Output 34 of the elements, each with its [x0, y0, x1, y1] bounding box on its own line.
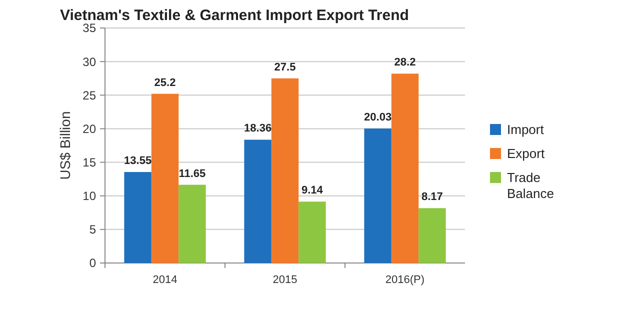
data-label: 18.36	[244, 122, 272, 135]
y-tick-label: 0	[89, 256, 96, 270]
chart-title: Vietnam's Textile & Garment Import Export Trend	[60, 7, 409, 24]
bar	[364, 128, 392, 263]
bar	[244, 140, 272, 263]
bar	[298, 202, 326, 263]
legend-label: Trade Balance	[507, 170, 554, 201]
bar	[418, 208, 446, 263]
y-tick-label: 15	[82, 155, 96, 170]
y-tick-label: 20	[82, 122, 96, 136]
y-axis-title: US$ Billion	[57, 111, 73, 180]
data-label: 20.03	[364, 112, 392, 124]
y-tick-label: 5	[89, 222, 96, 237]
y-tick-label: 25	[82, 88, 96, 102]
y-tick-label: 30	[82, 54, 96, 69]
bar	[391, 74, 419, 263]
y-tick-label: 10	[82, 189, 96, 204]
data-label: 25.2	[154, 76, 176, 89]
data-label: 9.14	[301, 184, 324, 197]
data-label: 8.17	[421, 191, 443, 204]
data-label: 27.5	[274, 61, 296, 74]
data-label: 28.2	[394, 56, 416, 69]
bar	[151, 94, 179, 263]
x-tick-label: 2015	[272, 274, 298, 286]
legend-label: Import	[507, 122, 544, 137]
data-label: 13.55	[124, 155, 152, 168]
bar	[178, 184, 206, 263]
bar	[271, 78, 299, 263]
x-tick-label: 2016(P)	[385, 274, 425, 286]
data-label: 11.65	[178, 168, 206, 180]
x-tick-label: 2014	[152, 274, 178, 286]
legend-label: Export	[507, 146, 545, 161]
bar	[124, 172, 152, 263]
y-tick-label: 35	[82, 21, 96, 36]
